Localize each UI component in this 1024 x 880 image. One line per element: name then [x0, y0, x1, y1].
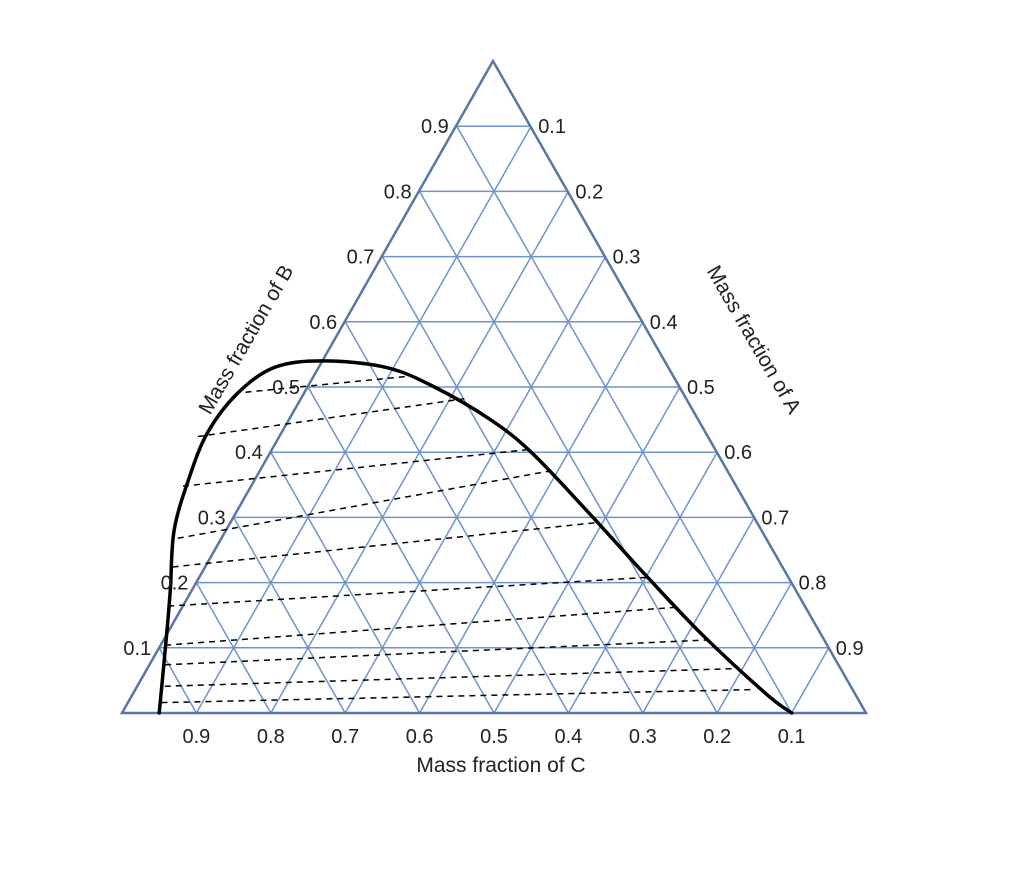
tick-label-a: 0.2	[575, 181, 603, 203]
grid-line-a	[790, 647, 830, 714]
tick-label-a: 0.5	[687, 377, 715, 399]
tie-line	[172, 521, 597, 568]
tick-label-c: 0.9	[182, 726, 210, 748]
tick-label-b: 0.3	[198, 507, 226, 529]
axis-title-a: Mass fraction of A	[702, 262, 805, 418]
triangle-border	[119, 58, 869, 715]
tick-label-a: 0.1	[538, 116, 566, 138]
tick-label-c: 0.2	[703, 726, 731, 748]
grid-line-a	[195, 125, 532, 714]
grid-line-c	[232, 517, 346, 714]
tick-label-b: 0.2	[161, 573, 189, 595]
grid-line-c	[195, 582, 272, 714]
grid-line-c	[307, 386, 495, 714]
grid-line-c	[270, 451, 421, 714]
tick-label-b: 0.7	[347, 247, 375, 269]
grid-line-c	[456, 125, 793, 714]
tick-label-c: 0.6	[406, 726, 434, 748]
tick-label-c: 0.5	[480, 726, 508, 748]
binodal-curve-group	[157, 359, 794, 715]
tick-label-c: 0.7	[331, 726, 359, 748]
grid-lines	[158, 125, 830, 714]
tick-labels: 0.9 0.8 0.7 0.6 0.5 0.4 0.3 0.2 0.1 0.1 0.2 0.3 0.4 0…	[123, 116, 863, 748]
tick-label-b: 0.9	[421, 116, 449, 138]
grid-line-a	[716, 582, 793, 714]
tick-label-a: 0.4	[650, 312, 678, 334]
tie-line	[177, 469, 553, 540]
tick-label-a: 0.3	[613, 247, 641, 269]
tick-label-a: 0.9	[836, 638, 864, 660]
tie-line	[165, 606, 675, 646]
triangle-frame	[119, 58, 869, 715]
tie-line	[164, 667, 734, 688]
tick-label-b: 0.8	[384, 181, 412, 203]
tick-label-c: 0.1	[778, 726, 806, 748]
tick-label-c: 0.8	[257, 726, 285, 748]
tick-label-a: 0.7	[761, 507, 789, 529]
tick-label-b: 0.4	[235, 442, 263, 464]
axis-title-c: Mass fraction of C	[416, 754, 585, 777]
grid-line-c	[381, 256, 644, 714]
binodal-curve	[157, 359, 794, 715]
tick-label-c: 0.4	[554, 726, 582, 748]
tie-line	[182, 448, 529, 487]
tie-lines	[161, 375, 754, 704]
tie-line	[197, 397, 465, 438]
tick-label-a: 0.6	[724, 442, 752, 464]
grid-line-a	[493, 386, 681, 714]
tie-line	[168, 576, 648, 607]
tick-label-b: 0.5	[272, 377, 300, 399]
grid-line-a	[567, 451, 718, 714]
tick-label-b: 0.1	[123, 638, 151, 660]
tie-line	[165, 639, 707, 666]
grid-line-a	[642, 517, 756, 714]
tick-label-b: 0.6	[309, 312, 337, 334]
tie-line	[161, 688, 754, 704]
tick-label-a: 0.8	[799, 573, 827, 595]
tick-label-c: 0.3	[629, 726, 657, 748]
tie-line	[245, 375, 406, 393]
